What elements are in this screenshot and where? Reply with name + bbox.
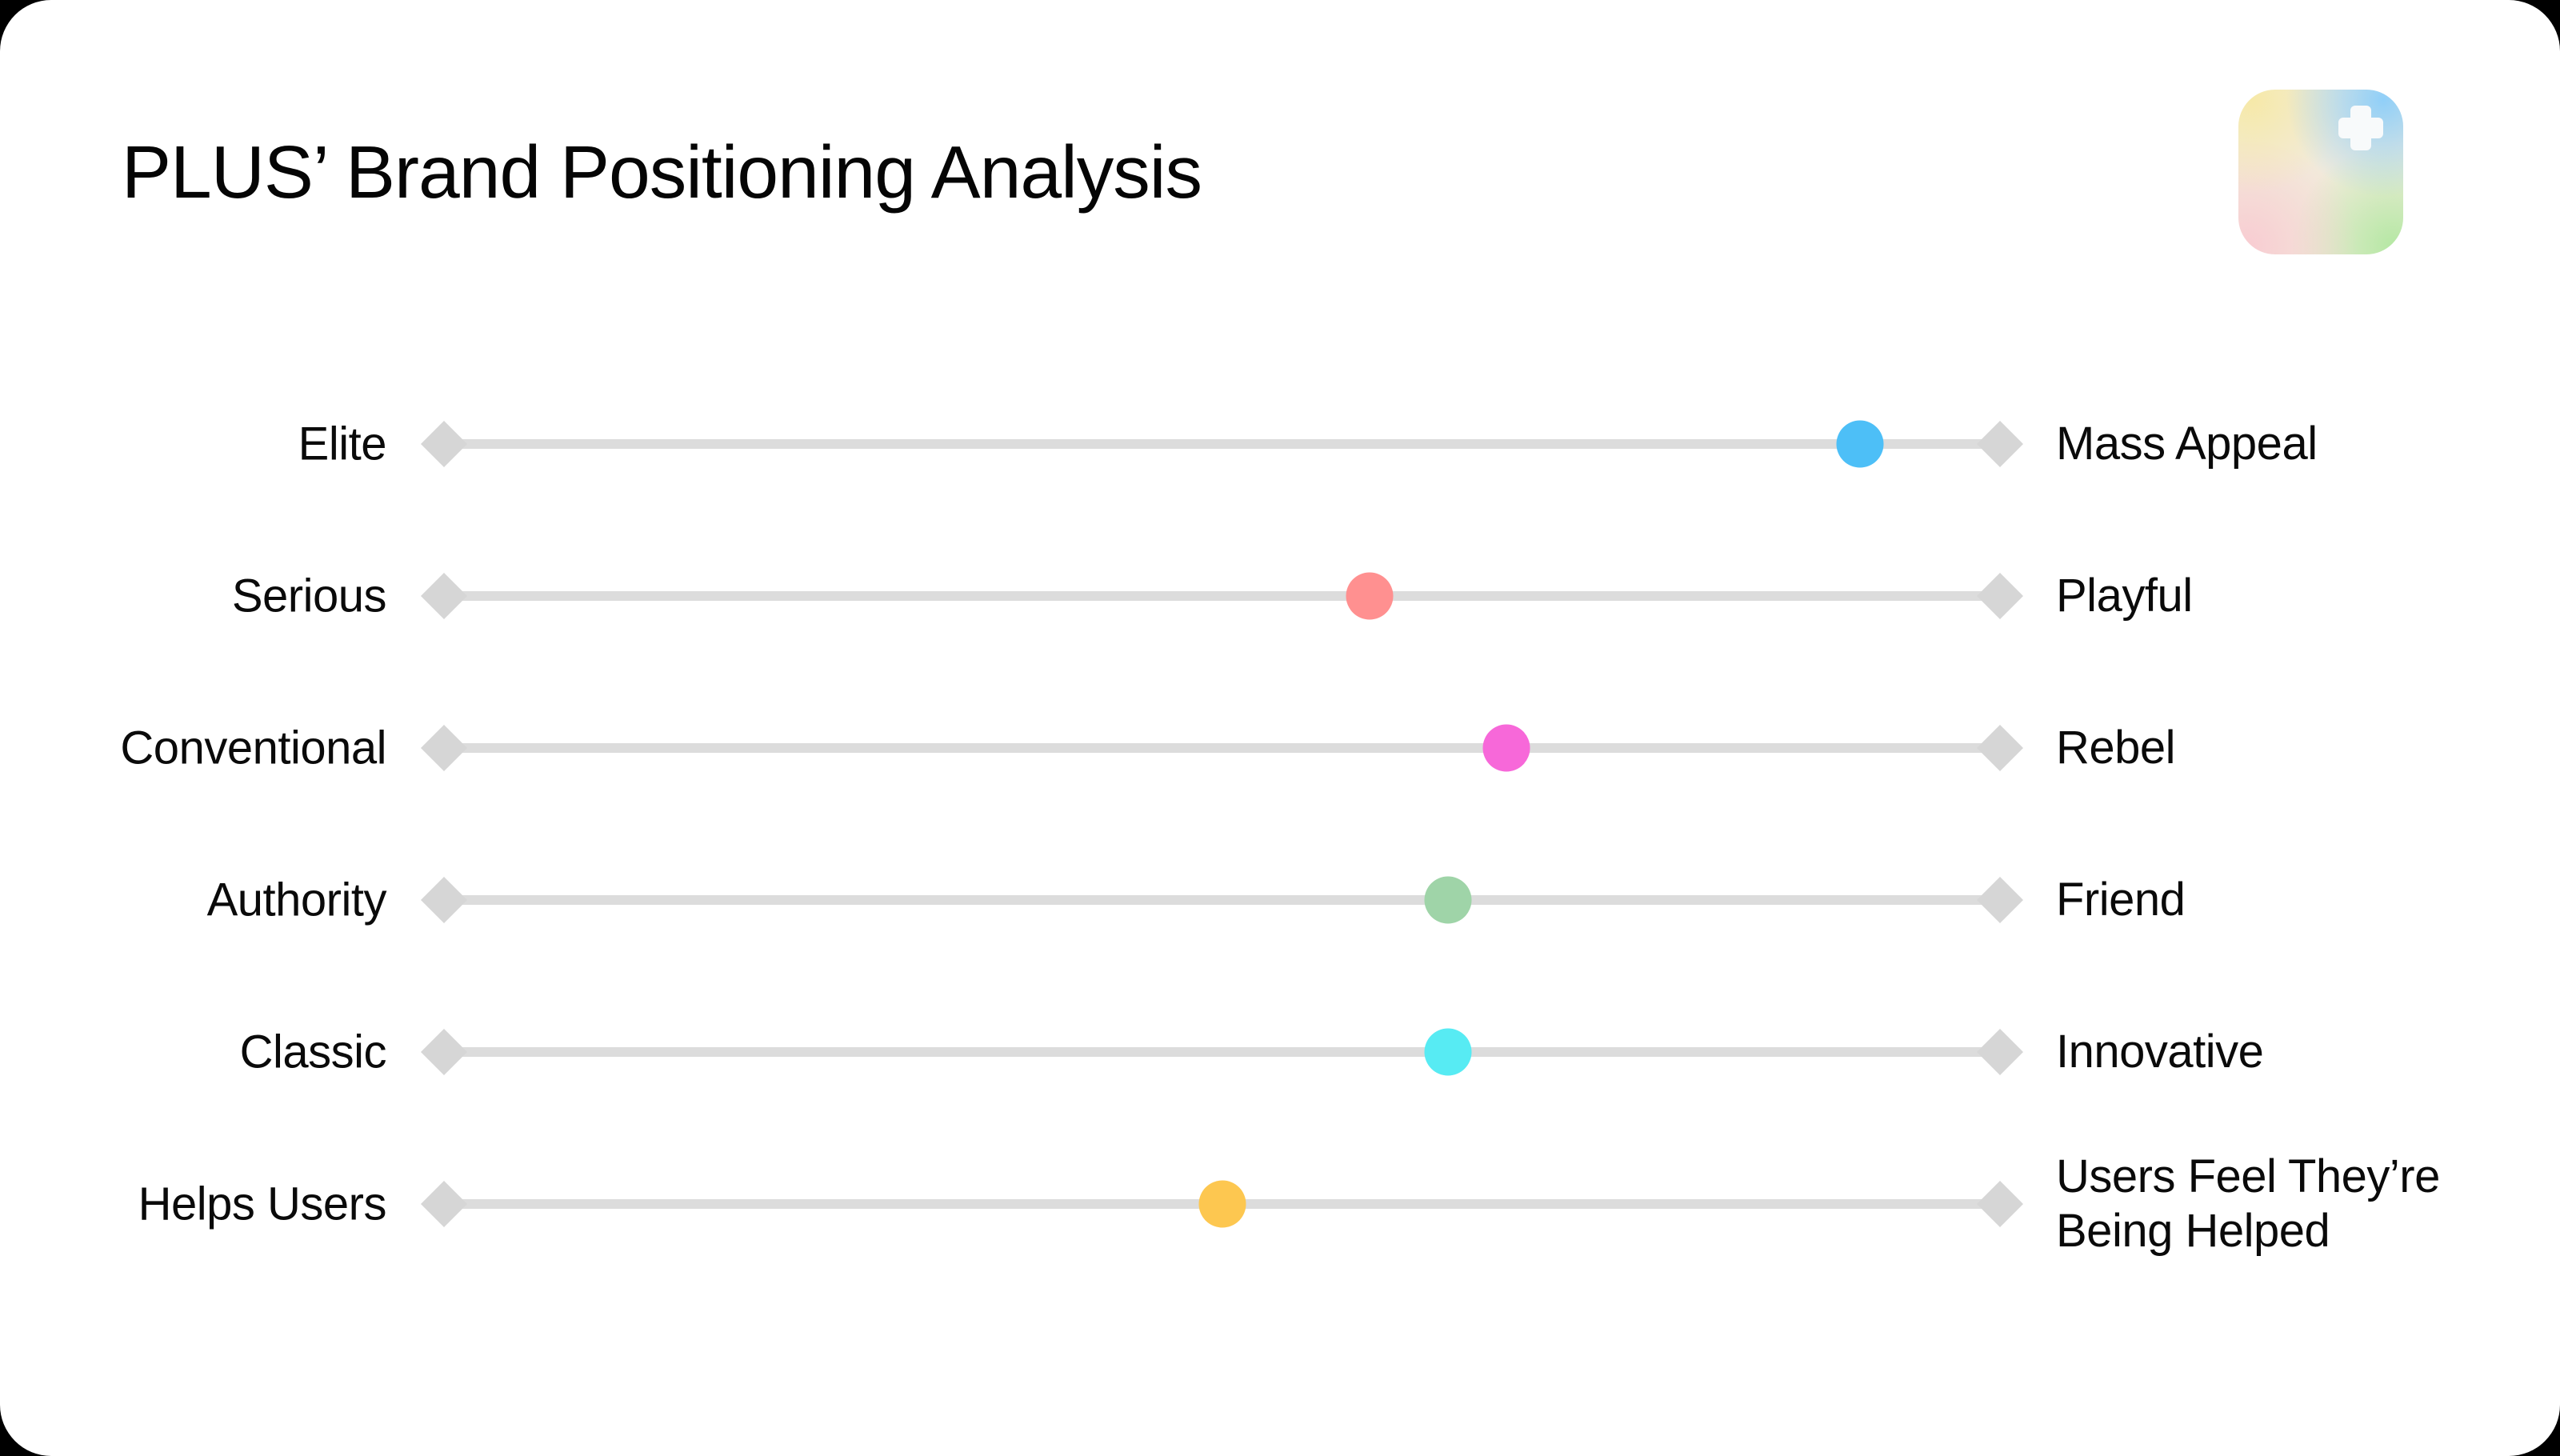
scale-track: [421, 572, 2023, 620]
position-dot: [1482, 724, 1530, 772]
plus-icon: [2338, 106, 2383, 150]
right-endpoint-diamond-icon: [1977, 877, 2023, 923]
position-dot: [1836, 420, 1884, 468]
left-attribute-label: Conventional: [120, 722, 386, 774]
scale-row: Serious Playful: [0, 520, 2560, 672]
left-attribute-label: Serious: [231, 570, 387, 622]
left-attribute-label: Elite: [298, 418, 387, 470]
positioning-chart: Elite Mass Appeal Serious Playful Conven…: [0, 368, 2560, 1280]
page-title: PLUS’ Brand Positioning Analysis: [122, 130, 1202, 214]
left-attribute-label: Helps Users: [138, 1178, 387, 1230]
left-endpoint-diamond-icon: [421, 1029, 467, 1075]
right-attribute-label: Users Feel They’re Being Helped: [2056, 1150, 2440, 1257]
plus-brand-logo: [2238, 90, 2403, 254]
scale-row: Conventional Rebel: [0, 672, 2560, 824]
left-attribute-label: Authority: [206, 874, 387, 926]
scale-row: Helps Users Users Feel They’re Being Hel…: [0, 1128, 2560, 1280]
right-attribute-label: Innovative: [2056, 1026, 2264, 1078]
right-attribute-label: Rebel: [2056, 722, 2176, 774]
position-dot: [1198, 1180, 1246, 1228]
scale-row: Classic Innovative: [0, 976, 2560, 1128]
right-attribute-label: Playful: [2056, 570, 2193, 622]
scale-track: [421, 420, 2023, 468]
left-endpoint-diamond-icon: [421, 421, 467, 467]
right-endpoint-diamond-icon: [1977, 725, 2023, 771]
left-endpoint-diamond-icon: [421, 877, 467, 923]
position-dot: [1424, 1028, 1472, 1076]
right-endpoint-diamond-icon: [1977, 573, 2023, 619]
scale-row: Authority Friend: [0, 824, 2560, 976]
left-endpoint-diamond-icon: [421, 573, 467, 619]
scale-track: [421, 876, 2023, 924]
scale-track: [421, 1028, 2023, 1076]
position-dot: [1346, 572, 1394, 620]
scale-row: Elite Mass Appeal: [0, 368, 2560, 520]
left-attribute-label: Classic: [239, 1026, 387, 1078]
scale-track: [421, 1180, 2023, 1228]
scale-track: [421, 724, 2023, 772]
left-endpoint-diamond-icon: [421, 1181, 467, 1227]
left-endpoint-diamond-icon: [421, 725, 467, 771]
position-dot: [1424, 876, 1472, 924]
right-endpoint-diamond-icon: [1977, 1181, 2023, 1227]
right-attribute-label: Mass Appeal: [2056, 418, 2318, 470]
right-attribute-label: Friend: [2056, 874, 2186, 926]
right-endpoint-diamond-icon: [1977, 421, 2023, 467]
right-endpoint-diamond-icon: [1977, 1029, 2023, 1075]
